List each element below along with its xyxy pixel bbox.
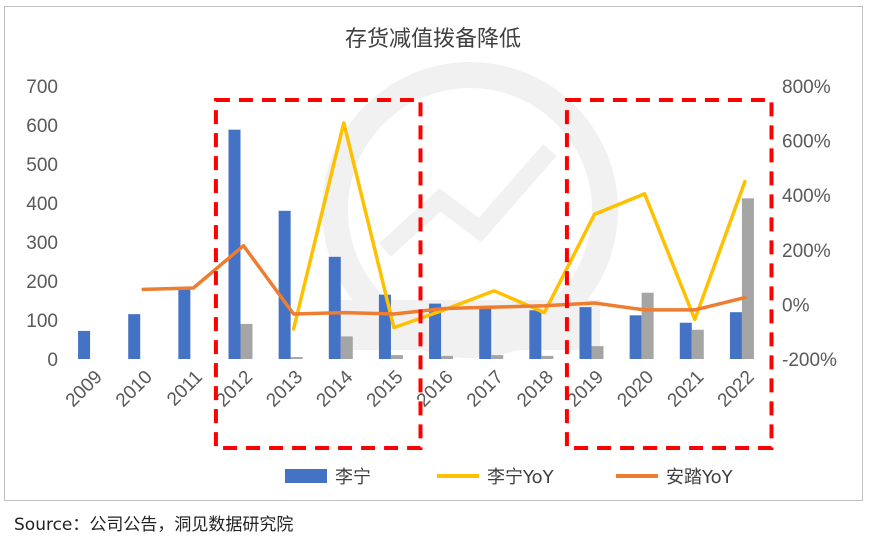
x-axis-tick: 2018 bbox=[513, 367, 558, 412]
left-axis-tick: 500 bbox=[26, 155, 58, 176]
highlight-box bbox=[564, 98, 774, 450]
right-axis-tick: 400% bbox=[782, 186, 831, 207]
bar-lining bbox=[128, 314, 141, 359]
right-axis-tick: -200% bbox=[782, 350, 837, 371]
left-axis-tick: 600 bbox=[26, 116, 58, 137]
source-note: Source：公司公告，洞见数据研究院 bbox=[14, 515, 294, 535]
x-axis-tick: 2010 bbox=[112, 367, 157, 412]
right-axis-tick: 600% bbox=[782, 132, 831, 153]
left-axis-tick: 300 bbox=[26, 233, 58, 254]
legend-label: 安踏YoY bbox=[666, 467, 734, 488]
x-axis-tick: 2019 bbox=[563, 367, 608, 412]
left-axis-tick: 200 bbox=[26, 272, 58, 293]
bar-lining bbox=[328, 256, 341, 359]
chart-frame bbox=[4, 6, 863, 501]
x-axis-tick: 2015 bbox=[363, 367, 408, 412]
line-anta-yoy bbox=[141, 243, 747, 316]
right-axis-tick: 200% bbox=[782, 241, 831, 262]
bar-secondary bbox=[441, 355, 454, 359]
x-axis-tick: 2017 bbox=[463, 367, 508, 412]
bar-lining bbox=[629, 315, 642, 359]
legend-label: 李宁 bbox=[335, 467, 371, 488]
right-axis-tick: 0% bbox=[782, 295, 810, 316]
highlight-box bbox=[213, 98, 423, 450]
bar-lining bbox=[228, 129, 241, 359]
bar-secondary bbox=[340, 336, 353, 359]
bar-lining bbox=[178, 286, 191, 359]
bar-secondary bbox=[290, 357, 303, 359]
x-axis-tick: 2009 bbox=[62, 367, 107, 412]
left-axis-tick: 700 bbox=[26, 77, 58, 98]
right-axis-tick: 800% bbox=[782, 77, 831, 98]
x-axis-tick: 2020 bbox=[613, 367, 658, 412]
bar-secondary bbox=[491, 355, 504, 359]
x-axis-tick: 2022 bbox=[714, 367, 759, 412]
chart: 存货减值拨备降低 0 100 200 300 400 500 600 700 -200% 0% 2… bbox=[26, 27, 837, 488]
bar-secondary bbox=[741, 198, 754, 359]
legend-swatch bbox=[285, 469, 327, 483]
bar-secondary bbox=[641, 292, 654, 359]
bar-lining bbox=[529, 310, 542, 359]
bar-secondary bbox=[390, 355, 403, 359]
bar-secondary bbox=[591, 346, 604, 359]
bar-lining bbox=[378, 294, 391, 359]
bar-lining bbox=[78, 330, 91, 359]
x-axis-tick: 2021 bbox=[664, 367, 709, 412]
bar-lining bbox=[579, 307, 592, 359]
x-axis-tick: 2014 bbox=[313, 366, 358, 411]
chart-title: 存货减值拨备降低 bbox=[345, 27, 521, 52]
bar-secondary bbox=[541, 355, 554, 359]
left-axis-tick: 400 bbox=[26, 194, 58, 215]
line-lining-yoy bbox=[291, 121, 747, 331]
x-axis-tick: 2012 bbox=[212, 367, 257, 412]
bar-secondary bbox=[240, 323, 253, 359]
left-axis-tick: 100 bbox=[26, 311, 58, 332]
bar-lining bbox=[679, 322, 692, 359]
bar-lining bbox=[479, 308, 492, 359]
bar-lining bbox=[429, 303, 442, 359]
bar-lining bbox=[729, 312, 742, 359]
bar-secondary bbox=[691, 329, 704, 359]
x-axis-tick: 2011 bbox=[163, 367, 207, 411]
left-axis-tick: 0 bbox=[47, 350, 58, 371]
legend-label: 李宁YoY bbox=[487, 467, 555, 488]
x-axis-tick: 2013 bbox=[262, 367, 307, 412]
bar-lining bbox=[278, 210, 291, 359]
